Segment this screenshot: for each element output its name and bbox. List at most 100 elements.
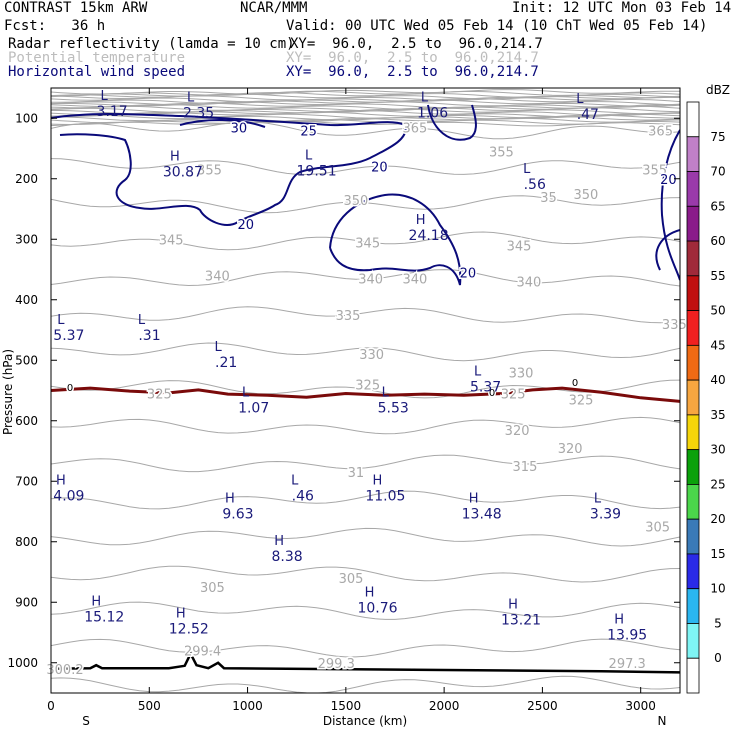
theta-contour	[51, 109, 680, 117]
theta-contour	[51, 416, 680, 435]
theta-label: 325	[569, 394, 594, 409]
colorbar-swatch	[686, 136, 700, 172]
extremum-value: 5.53	[378, 401, 409, 417]
extremum-marker: H	[365, 585, 375, 600]
theta-label: 340	[205, 270, 230, 285]
extremum-value: 5.37	[470, 379, 501, 395]
extremum-marker: L	[187, 90, 195, 105]
x-tick-label: 2000	[429, 699, 460, 713]
theta-contour	[51, 565, 680, 583]
theta-label: 365	[402, 121, 427, 136]
field-xy-wind: XY= 96.0, 2.5 to 96.0,214.7	[286, 64, 539, 80]
extremum-value: 1.06	[417, 105, 448, 121]
colorbar-level: 20	[710, 512, 725, 526]
colorbar-level: 30	[710, 443, 725, 457]
theta-label: 299.4	[184, 645, 221, 660]
extremum-marker: L	[138, 313, 146, 328]
freezing-level-label: 0	[489, 388, 495, 399]
y-tick-label: 900	[15, 595, 38, 609]
extremum-value: 12.52	[169, 621, 209, 637]
wind-label: 25	[300, 124, 317, 139]
x-axis-label: Distance (km)	[323, 714, 407, 728]
x-tick-label: 500	[138, 699, 161, 713]
theta-label: 325	[355, 378, 380, 393]
theta-contour	[51, 490, 680, 510]
field-name-theta: Potential temperature	[8, 50, 186, 66]
theta-label: 35	[540, 191, 557, 206]
extremum-marker: L	[421, 90, 429, 105]
extremum-marker: L	[215, 340, 223, 355]
theta-contour	[51, 98, 680, 105]
extremum-marker: L	[594, 491, 602, 506]
extremum-marker: H	[56, 473, 66, 488]
extremum-value: 11.05	[365, 488, 405, 504]
colorbar-swatch	[686, 414, 700, 451]
colorbar-swatch	[686, 101, 700, 138]
theta-label: 325	[501, 388, 526, 403]
colorbar-swatch	[686, 310, 700, 346]
y-tick-label: 100	[15, 111, 38, 125]
x-tick-label: 3000	[625, 699, 656, 713]
theta-label: 345	[159, 233, 184, 248]
theta-labels: 365 365 355 355 355 350 35 350 345 345 345 340 340 34…	[45, 120, 688, 679]
theta-contours	[51, 89, 680, 693]
y-tick-label: 600	[15, 414, 38, 428]
extremum-marker: L	[242, 386, 250, 401]
theta-contour	[51, 195, 680, 214]
theta-label: 297.3	[609, 657, 646, 672]
theta-contour	[51, 231, 680, 251]
extremum-marker: H	[176, 606, 186, 621]
freezing-level-line	[51, 386, 680, 403]
theta-contour	[51, 269, 680, 287]
wind-label: 20	[660, 173, 677, 188]
extremum-marker: L	[101, 89, 109, 104]
colorbar: 0 5 10 15 20 25 30 35 40 45 50 55 60 65 70 75	[686, 101, 726, 694]
extremum-marker: H	[469, 491, 479, 506]
colorbar-level: 70	[710, 165, 725, 179]
colorbar-swatch	[686, 379, 700, 416]
extremum-marker: H	[416, 213, 426, 228]
colorbar-level: 10	[710, 582, 725, 596]
colorbar-swatch	[686, 553, 700, 590]
extremum-marker: H	[91, 594, 101, 609]
y-tick-label: 800	[15, 535, 38, 549]
colorbar-swatch	[686, 657, 700, 694]
colorbar-level: 15	[710, 547, 725, 561]
colorbar-level: 40	[710, 373, 725, 387]
extremum-value: 3.39	[590, 506, 621, 522]
theta-label: 340	[358, 273, 383, 288]
extremum-marker: H	[372, 473, 382, 488]
theta-label: 31	[348, 466, 365, 481]
theta-label: 299.3	[318, 657, 355, 672]
theta-label: 350	[573, 188, 598, 203]
y-tick-label: 1000	[7, 656, 38, 670]
extremum-marker: L	[291, 473, 299, 488]
y-tick-label: 700	[15, 474, 38, 488]
freezing-level-label: 0	[572, 378, 578, 389]
extremum-value: .46	[292, 488, 314, 504]
colorbar-level: 25	[710, 477, 725, 491]
extremum-value: .56	[524, 177, 546, 193]
theta-label: 305	[339, 572, 364, 587]
init-time: Init: 12 UTC Mon 03 Feb 14	[512, 0, 732, 16]
x-tick-label: 1500	[331, 699, 362, 713]
theta-label: 305	[200, 581, 225, 596]
extremum-value: 1.07	[238, 401, 269, 417]
wind-contour	[660, 129, 680, 281]
field-xy-reflectivity: XY= 96.0, 2.5 to 96.0,214.7	[290, 36, 543, 52]
x-tick-label: 2500	[527, 699, 558, 713]
extremum-value: 9.63	[222, 506, 253, 522]
extremum-value: 13.21	[501, 612, 541, 628]
extremum-marker: H	[508, 597, 518, 612]
theta-contour	[51, 527, 680, 547]
theta-contour	[51, 101, 680, 107]
extremum-marker: L	[382, 386, 390, 401]
forecast-hour: Fcst: 36 h	[4, 18, 106, 34]
extremum-value: 2.35	[183, 105, 214, 121]
freezing-level: 0 0 0	[51, 377, 680, 403]
theta-label: 345	[507, 239, 532, 254]
extremum-value: 4.09	[53, 488, 84, 504]
colorbar-swatch	[686, 623, 700, 659]
theta-contour	[51, 96, 680, 103]
